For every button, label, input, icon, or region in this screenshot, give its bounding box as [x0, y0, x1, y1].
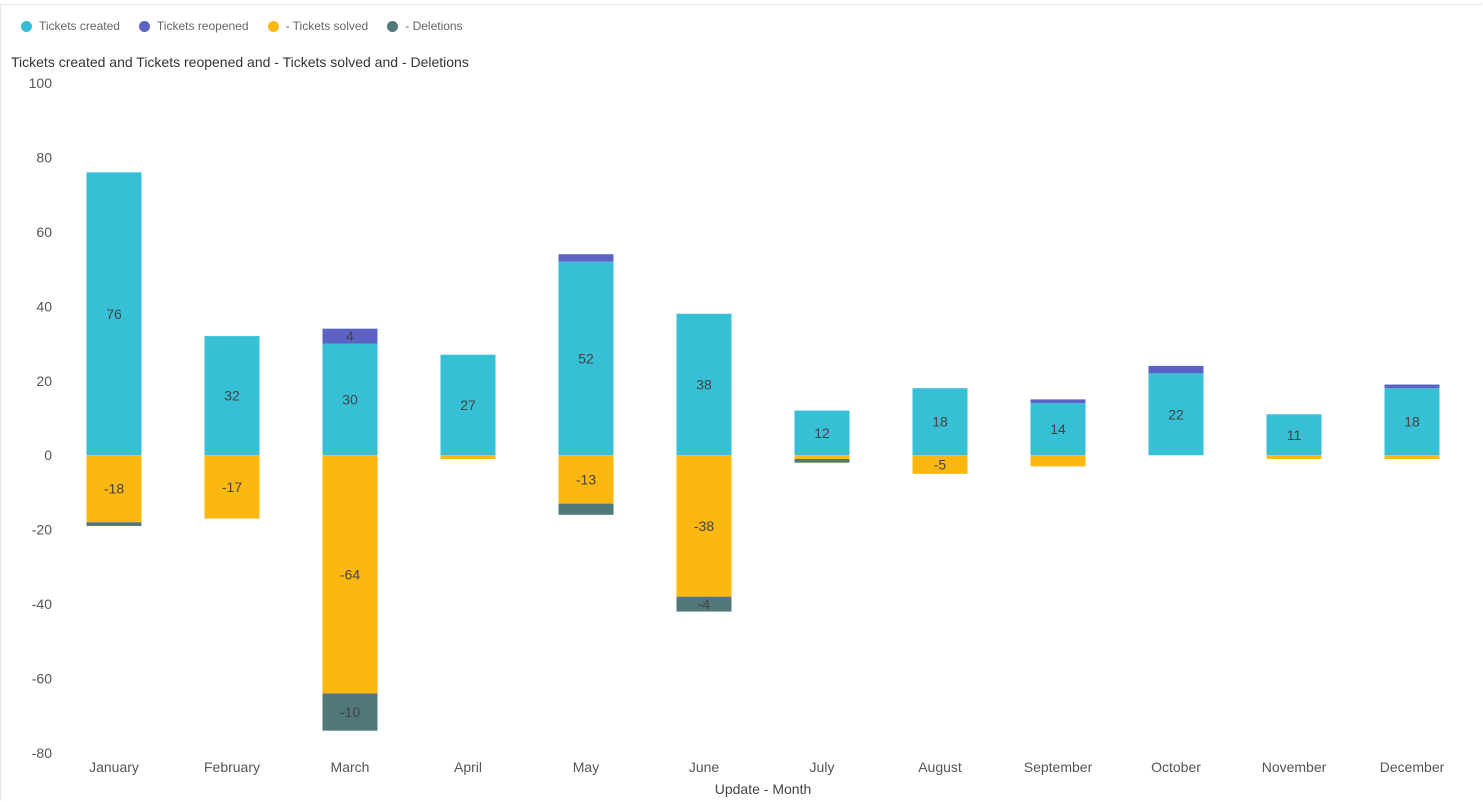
- bar-segment[interactable]: [204, 455, 260, 519]
- bar-segment[interactable]: [1384, 455, 1440, 459]
- x-axis: January February March April May June July Augu…: [89, 759, 1445, 775]
- legend-label: - Deletions: [405, 19, 463, 33]
- x-tick-label: September: [1024, 759, 1093, 775]
- legend-item-tickets-reopened[interactable]: Tickets reopened: [138, 19, 249, 33]
- data-label: 30: [342, 391, 358, 407]
- data-label: 11: [1287, 427, 1302, 443]
- x-tick-label: October: [1151, 759, 1201, 775]
- data-label: 4: [346, 328, 354, 344]
- y-tick-label: 100: [29, 75, 53, 91]
- bar-segment[interactable]: [912, 388, 968, 456]
- bar-segment[interactable]: [676, 596, 732, 612]
- bar-segment[interactable]: [1030, 399, 1086, 404]
- data-label: 38: [696, 377, 712, 393]
- bar-segment[interactable]: [558, 503, 614, 515]
- bar-segment[interactable]: [558, 455, 614, 504]
- x-tick-label: December: [1380, 759, 1445, 775]
- x-tick-label: July: [810, 759, 835, 775]
- x-tick-label: January: [89, 759, 139, 775]
- legend-swatch-tickets-created: [21, 20, 32, 32]
- bar-segment[interactable]: [322, 455, 378, 694]
- data-label: 12: [814, 425, 830, 441]
- bar-segment[interactable]: [440, 354, 496, 456]
- legend-label: Tickets created: [39, 19, 120, 33]
- x-tick-label: November: [1262, 759, 1327, 775]
- legend-label: Tickets reopened: [156, 19, 249, 33]
- bar-segment[interactable]: [204, 336, 260, 456]
- bar-segment[interactable]: [322, 343, 378, 456]
- data-label: 27: [460, 397, 476, 413]
- bar-segment[interactable]: [676, 455, 732, 597]
- data-label: -5: [934, 457, 947, 473]
- y-axis: 100 80 60 40 20 0 -20 -40 -60 -80: [29, 75, 53, 761]
- legend-item-deletions[interactable]: - Deletions: [387, 19, 463, 33]
- y-tick-label: 20: [36, 373, 52, 389]
- y-tick-label: -20: [32, 522, 52, 538]
- data-label: -18: [104, 481, 124, 497]
- bar-segment[interactable]: [1384, 388, 1440, 456]
- data-label: -38: [694, 518, 714, 534]
- x-axis-title: Update - Month: [715, 781, 812, 797]
- bar-segment[interactable]: [1148, 365, 1204, 374]
- legend: Tickets created Tickets reopened - Ticke…: [21, 19, 463, 33]
- x-tick-label: March: [331, 759, 370, 775]
- data-label: 22: [1168, 406, 1184, 422]
- data-label: -13: [576, 471, 596, 487]
- data-label: -17: [222, 479, 242, 495]
- y-tick-label: 40: [36, 298, 52, 314]
- bar-segment[interactable]: [1384, 384, 1440, 389]
- x-tick-label: February: [204, 759, 260, 775]
- data-label: 32: [224, 388, 240, 404]
- data-label: 76: [106, 306, 122, 322]
- data-labels: 76 32 30 27 52 38 12 18 14 22 11 18 4 -18 -17 -64 -13 -38…: [104, 306, 1420, 720]
- bar-segment[interactable]: [440, 455, 496, 459]
- data-label: -4: [698, 596, 711, 612]
- bar-segment[interactable]: [676, 313, 732, 456]
- x-tick-label: June: [689, 759, 720, 775]
- bar-segment[interactable]: [558, 254, 614, 262]
- bar-segment[interactable]: [1148, 373, 1204, 456]
- bar-segment[interactable]: [1266, 455, 1322, 459]
- data-label: 18: [1404, 414, 1420, 430]
- x-tick-label: April: [454, 759, 482, 775]
- bar-segment[interactable]: [912, 455, 968, 474]
- y-tick-label: -80: [32, 745, 52, 761]
- bar-segment[interactable]: [794, 458, 850, 463]
- bar-segment[interactable]: [322, 693, 378, 731]
- y-tick-label: 0: [44, 447, 52, 463]
- legend-item-tickets-created[interactable]: Tickets created: [21, 19, 120, 33]
- y-tick-label: 60: [36, 224, 52, 240]
- legend-swatch-tickets-solved: [267, 20, 279, 32]
- y-tick-label: -40: [32, 596, 52, 612]
- bar-segment[interactable]: [1030, 403, 1086, 456]
- x-tick-label: August: [918, 759, 962, 775]
- bar-segment[interactable]: [1266, 414, 1322, 456]
- bar-segment[interactable]: [794, 455, 850, 459]
- chart-title: Tickets created and Tickets reopened and…: [11, 54, 469, 70]
- legend-label: - Tickets solved: [285, 19, 369, 33]
- chart-frame: [0, 4, 1482, 801]
- data-label: -10: [340, 704, 360, 720]
- data-label: -64: [340, 566, 360, 582]
- data-label: 18: [932, 414, 948, 430]
- bar-segment[interactable]: [558, 261, 614, 456]
- bar-segment[interactable]: [86, 455, 142, 523]
- legend-swatch-deletions: [387, 20, 399, 32]
- bar-segment[interactable]: [1030, 455, 1086, 467]
- bar-segment[interactable]: [322, 328, 378, 344]
- bar-segment[interactable]: [794, 410, 850, 456]
- legend-swatch-tickets-reopened: [138, 20, 150, 32]
- data-label: 14: [1050, 421, 1066, 437]
- bar-segment[interactable]: [86, 172, 142, 456]
- x-tick-label: May: [573, 759, 599, 775]
- y-tick-label: -60: [32, 671, 52, 687]
- data-label: 52: [578, 350, 594, 366]
- legend-item-tickets-solved[interactable]: - Tickets solved: [267, 19, 369, 33]
- bars: [86, 172, 1440, 731]
- bar-segment[interactable]: [86, 522, 142, 526]
- y-tick-label: 80: [36, 149, 52, 165]
